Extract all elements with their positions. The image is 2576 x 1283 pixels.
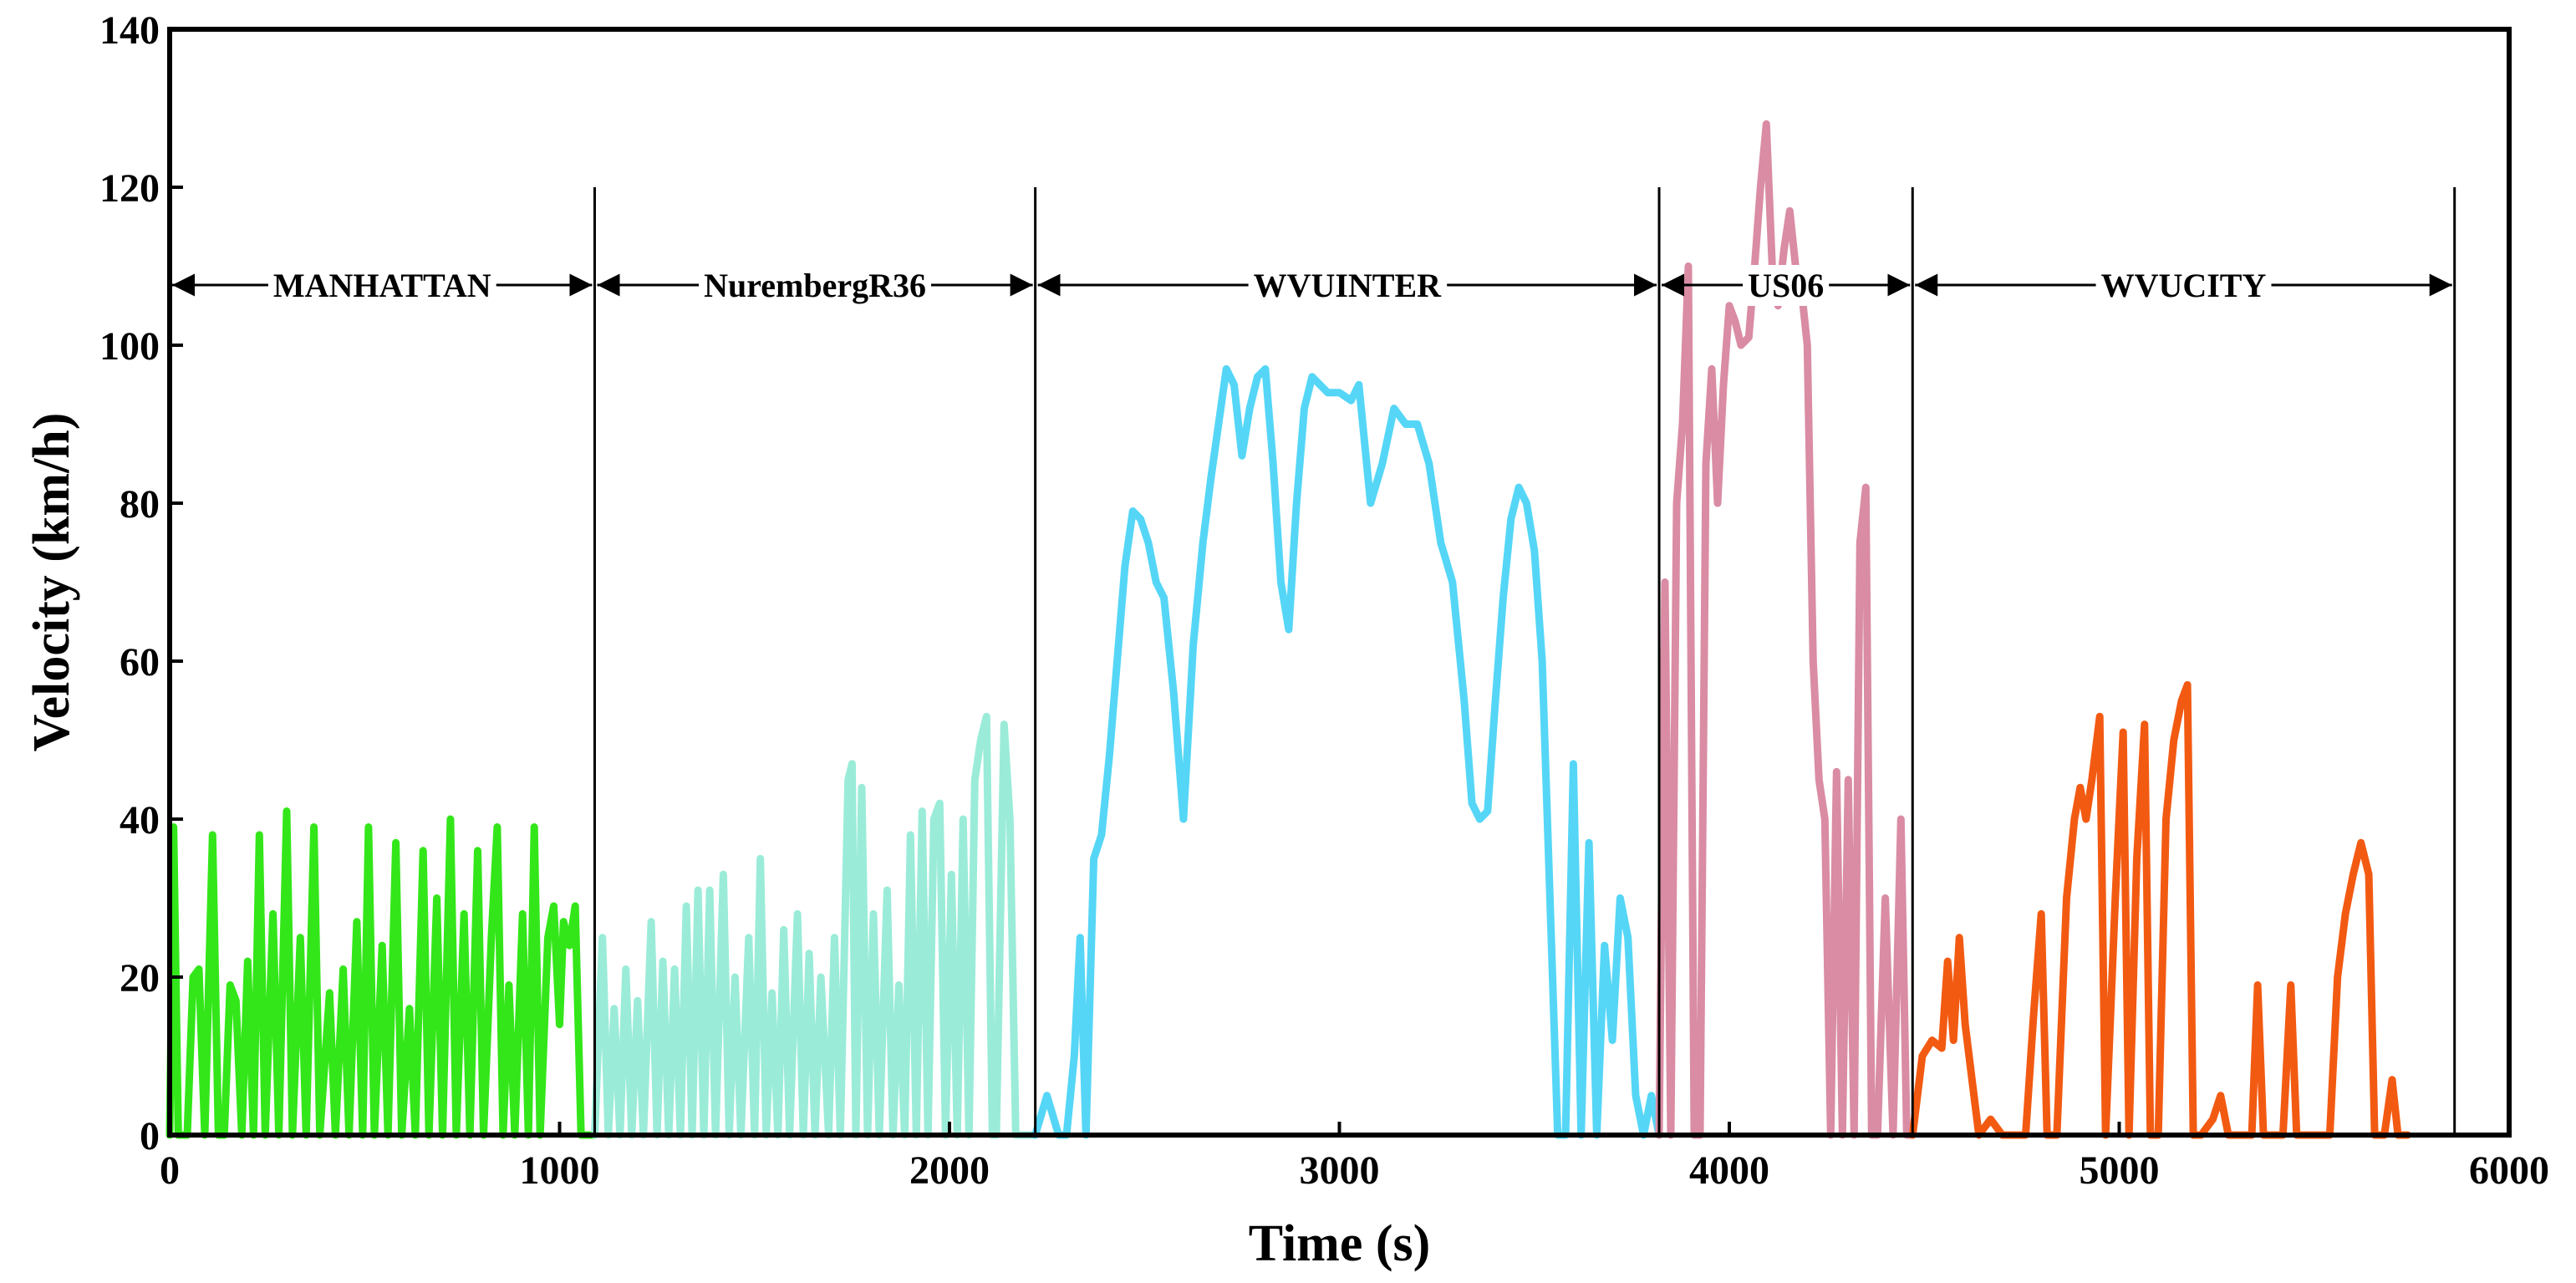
y-tick-label: 20 bbox=[120, 956, 160, 1000]
segment-label-background bbox=[699, 265, 932, 306]
y-tick-label: 80 bbox=[120, 482, 160, 527]
y-tick-label: 0 bbox=[140, 1114, 160, 1158]
y-tick-label: 140 bbox=[99, 8, 160, 53]
x-tick-label: 6000 bbox=[2469, 1148, 2549, 1193]
x-axis-title: Time (s) bbox=[1249, 1215, 1431, 1272]
x-tick-label: 0 bbox=[160, 1148, 180, 1193]
axis-ticks: 0 1000 2000 3000 4000 5000 6000 0 20 40 60 80 100 120… bbox=[99, 8, 2549, 1193]
segment-label-background bbox=[2095, 265, 2272, 306]
segment-dividers: MANHATTAN NurembergR36 WVUINTER US06 WVUCITY bbox=[172, 187, 2456, 1135]
series-line-manhattan bbox=[165, 807, 598, 1139]
segment-label-wvucity: WVUCITY bbox=[2101, 267, 2267, 304]
segment-label-background bbox=[1743, 265, 1830, 306]
x-tick-label: 5000 bbox=[2080, 1148, 2160, 1193]
segment-label-us06: US06 bbox=[1748, 267, 1824, 304]
segment-label-background bbox=[1248, 265, 1448, 306]
segment-label-wvuinter: WVUINTER bbox=[1254, 267, 1443, 304]
x-tick-label: 2000 bbox=[909, 1148, 990, 1193]
y-tick-label: 40 bbox=[120, 798, 160, 843]
x-tick-label: 1000 bbox=[520, 1148, 600, 1193]
segment-label-manhattan: MANHATTAN bbox=[273, 267, 491, 304]
y-axis-title: Velocity (km/h) bbox=[23, 413, 80, 752]
x-tick-label: 4000 bbox=[1689, 1148, 1769, 1193]
x-tick-label: 3000 bbox=[1300, 1148, 1380, 1193]
segment-label-background bbox=[267, 265, 496, 306]
y-tick-label: 120 bbox=[99, 166, 160, 211]
y-tick-label: 100 bbox=[99, 324, 160, 369]
y-tick-label: 60 bbox=[120, 640, 160, 685]
segment-label-nurembergr36: NurembergR36 bbox=[704, 267, 926, 304]
